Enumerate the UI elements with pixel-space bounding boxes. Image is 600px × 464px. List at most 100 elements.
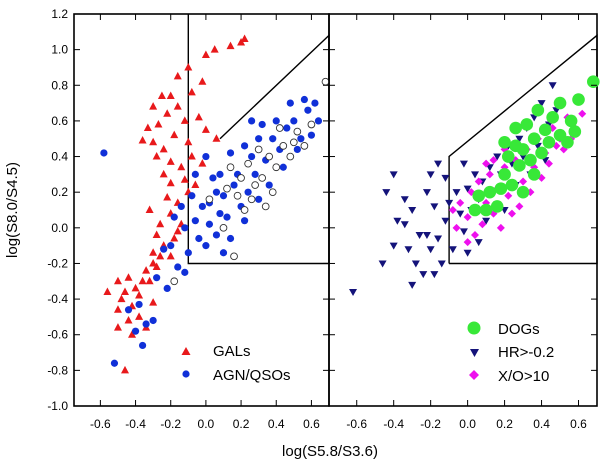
gal-point	[124, 315, 133, 324]
agn-point	[219, 249, 228, 257]
open-point	[226, 163, 235, 172]
y-tick-label: 0.8	[51, 78, 68, 92]
x-tick-label: -0.4	[383, 417, 404, 431]
hr-point	[452, 189, 461, 197]
hr-point	[434, 160, 443, 168]
dog-point	[572, 93, 585, 106]
agn-point	[135, 300, 143, 309]
gal-point	[201, 50, 210, 58]
hr-point	[485, 164, 494, 172]
open-point	[223, 184, 231, 193]
open-point	[170, 277, 179, 286]
x-tick-label: -0.2	[160, 417, 181, 431]
x-tick-label: 0.2	[496, 417, 513, 431]
x-tick-label: -0.6	[346, 417, 367, 431]
agn-point	[124, 306, 133, 314]
xo-point	[489, 156, 498, 165]
agn-point	[177, 202, 185, 211]
dog-point	[505, 178, 519, 192]
hr-point	[482, 217, 491, 225]
gal-point	[170, 130, 179, 139]
dog-point	[568, 125, 582, 138]
gal-point	[142, 266, 151, 274]
agn-point	[181, 268, 189, 276]
hr-point	[441, 217, 450, 225]
x-tick-label: 0.4	[533, 417, 550, 431]
gal-point	[166, 91, 175, 99]
agn-point	[209, 174, 217, 182]
x-tick-label: 0.6	[570, 417, 587, 431]
gal-point	[157, 91, 166, 99]
legend-xo-marker	[469, 370, 479, 380]
gal-point	[117, 294, 126, 303]
agn-point	[226, 234, 235, 243]
agn-point	[304, 106, 312, 114]
xo-point	[485, 170, 494, 179]
agn-point	[191, 217, 199, 225]
agn-point	[258, 120, 266, 129]
hr-point	[415, 231, 424, 239]
xo-point	[504, 191, 513, 200]
y-tick-label: 0.2	[51, 185, 68, 199]
agn-point	[269, 135, 277, 143]
dog-point	[472, 189, 486, 203]
dog-point	[587, 75, 600, 89]
gal-point	[113, 276, 122, 285]
gal-point	[170, 234, 179, 242]
x-tick-label: 0.0	[198, 417, 215, 431]
agn-point	[138, 341, 147, 350]
agn-point	[297, 135, 305, 143]
xo-point	[452, 223, 461, 232]
agn-point	[174, 263, 182, 271]
y-tick-label: -0.2	[47, 256, 68, 270]
dog-point	[498, 168, 511, 181]
agn-point	[279, 163, 287, 171]
dog-point	[527, 168, 541, 181]
hr-point	[537, 100, 546, 108]
gal-point	[145, 276, 154, 285]
gal-point	[138, 276, 147, 285]
hr-point	[408, 281, 417, 289]
agn-point	[153, 274, 161, 282]
gal-point	[198, 159, 207, 167]
gal-point	[149, 298, 158, 306]
agn-point	[100, 149, 108, 157]
gal-point	[173, 226, 182, 235]
gal-point	[145, 205, 154, 213]
xo-point	[496, 223, 505, 232]
gal-point	[149, 258, 158, 267]
y-tick-label: -1.0	[47, 399, 68, 413]
open-point	[237, 174, 245, 182]
y-tick-label: 0.4	[51, 150, 68, 164]
hr-point	[437, 260, 446, 268]
gal-point	[159, 144, 168, 153]
gal-point	[113, 323, 122, 331]
open-point	[293, 127, 302, 136]
dog-point	[509, 139, 522, 153]
agn-point	[230, 181, 238, 189]
xo-point	[519, 177, 528, 186]
x-tick-label: 0.6	[303, 417, 320, 431]
x-tick-label: -0.2	[420, 417, 441, 431]
open-point	[240, 206, 249, 214]
agn-point	[191, 170, 199, 178]
agn-point	[300, 95, 308, 104]
hr-point	[400, 196, 409, 204]
y-tick-label: 0.6	[51, 114, 68, 128]
hr-point	[389, 171, 398, 179]
agn-point	[248, 152, 256, 161]
dog-point	[553, 96, 567, 110]
agn-point	[307, 131, 316, 139]
dog-point	[564, 114, 578, 128]
gal-point	[156, 251, 165, 260]
gal-point	[113, 305, 122, 313]
open-point	[289, 138, 298, 147]
agn-point	[202, 242, 210, 250]
agn-point	[160, 245, 168, 253]
dog-point	[479, 203, 493, 217]
agn-point	[170, 213, 178, 221]
open-point	[205, 195, 214, 204]
agn-point	[198, 202, 206, 211]
agn-point	[195, 234, 203, 243]
